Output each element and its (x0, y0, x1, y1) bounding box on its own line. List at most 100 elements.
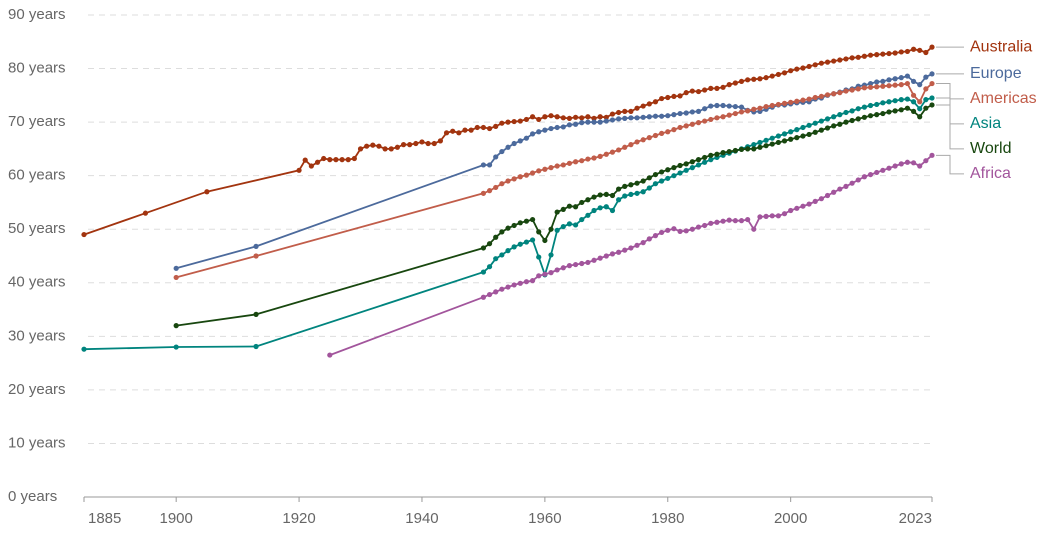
data-point (769, 102, 775, 109)
data-point (622, 183, 628, 189)
data-point (566, 115, 573, 121)
series-line (176, 104, 933, 327)
data-point (738, 104, 745, 110)
data-point (861, 104, 868, 110)
data-point (505, 248, 511, 254)
data-point (751, 106, 757, 112)
data-point (517, 220, 523, 226)
y-tick-label: 0 years (8, 488, 57, 505)
data-point (831, 123, 837, 129)
data-point (659, 95, 665, 102)
data-point (499, 229, 505, 235)
data-point (523, 279, 530, 285)
data-point (486, 291, 493, 298)
data-point (818, 196, 824, 202)
data-point (579, 115, 585, 121)
data-point (800, 124, 806, 131)
data-point (806, 122, 812, 128)
data-point (529, 237, 536, 243)
data-point (769, 135, 775, 141)
data-point (345, 157, 351, 163)
data-point (837, 90, 843, 96)
data-point (818, 118, 824, 124)
legend-label: Asia (970, 115, 1001, 132)
data-point (843, 88, 849, 94)
data-point (702, 154, 708, 161)
data-point (603, 114, 609, 120)
data-point (585, 114, 591, 120)
data-point (560, 265, 566, 271)
data-point (671, 112, 677, 118)
data-point (861, 85, 868, 91)
data-point (327, 352, 333, 358)
data-point (511, 118, 517, 125)
data-point (849, 108, 855, 114)
data-point (566, 122, 573, 128)
data-point (671, 93, 677, 100)
data-point (683, 161, 689, 167)
data-point (253, 253, 259, 259)
data-point (769, 213, 775, 219)
x-tick-label: 2023 (899, 510, 932, 527)
data-point (867, 52, 874, 58)
data-point (775, 213, 781, 219)
data-point (738, 218, 745, 224)
data-point (480, 162, 487, 168)
data-point (499, 252, 505, 258)
data-point (450, 128, 456, 134)
data-point (554, 209, 560, 215)
data-point (628, 108, 634, 114)
data-point (781, 70, 788, 76)
data-point (874, 79, 880, 85)
data-point (585, 197, 591, 203)
x-tick-label: 1960 (528, 510, 561, 527)
data-point (364, 143, 370, 149)
data-point (585, 259, 591, 266)
y-tick-label: 90 years (8, 6, 66, 23)
data-point (794, 127, 800, 133)
data-point (480, 269, 487, 275)
data-point (910, 92, 917, 98)
data-point (609, 192, 616, 199)
data-point (714, 219, 720, 225)
data-point (554, 124, 560, 131)
data-point (493, 154, 499, 160)
data-point (480, 245, 487, 251)
data-point (591, 207, 597, 214)
data-point (781, 138, 788, 144)
legend-connector (936, 154, 964, 175)
data-point (585, 156, 591, 162)
data-point (800, 133, 806, 139)
data-point (689, 109, 695, 115)
data-point (517, 241, 523, 247)
data-point (867, 80, 874, 87)
data-point (493, 289, 499, 295)
data-point (622, 193, 628, 199)
data-point (646, 236, 652, 242)
data-point (253, 243, 259, 249)
data-point (714, 102, 720, 109)
data-point (523, 172, 530, 178)
data-point (904, 96, 911, 102)
data-point (720, 84, 726, 90)
data-point (720, 150, 726, 156)
data-point (849, 117, 855, 124)
data-point (745, 216, 751, 223)
data-point (929, 44, 935, 50)
data-point (880, 110, 886, 117)
data-point (554, 114, 560, 120)
data-point (874, 101, 880, 108)
data-point (505, 178, 511, 184)
data-point (923, 105, 929, 111)
data-point (413, 140, 419, 147)
data-point (732, 103, 738, 110)
data-point (917, 106, 923, 112)
data-point (536, 254, 542, 260)
data-point (173, 323, 179, 329)
y-tick-label: 50 years (8, 220, 66, 237)
data-point (714, 151, 720, 157)
data-point (898, 75, 904, 81)
data-point (437, 138, 444, 144)
data-point (517, 138, 523, 144)
